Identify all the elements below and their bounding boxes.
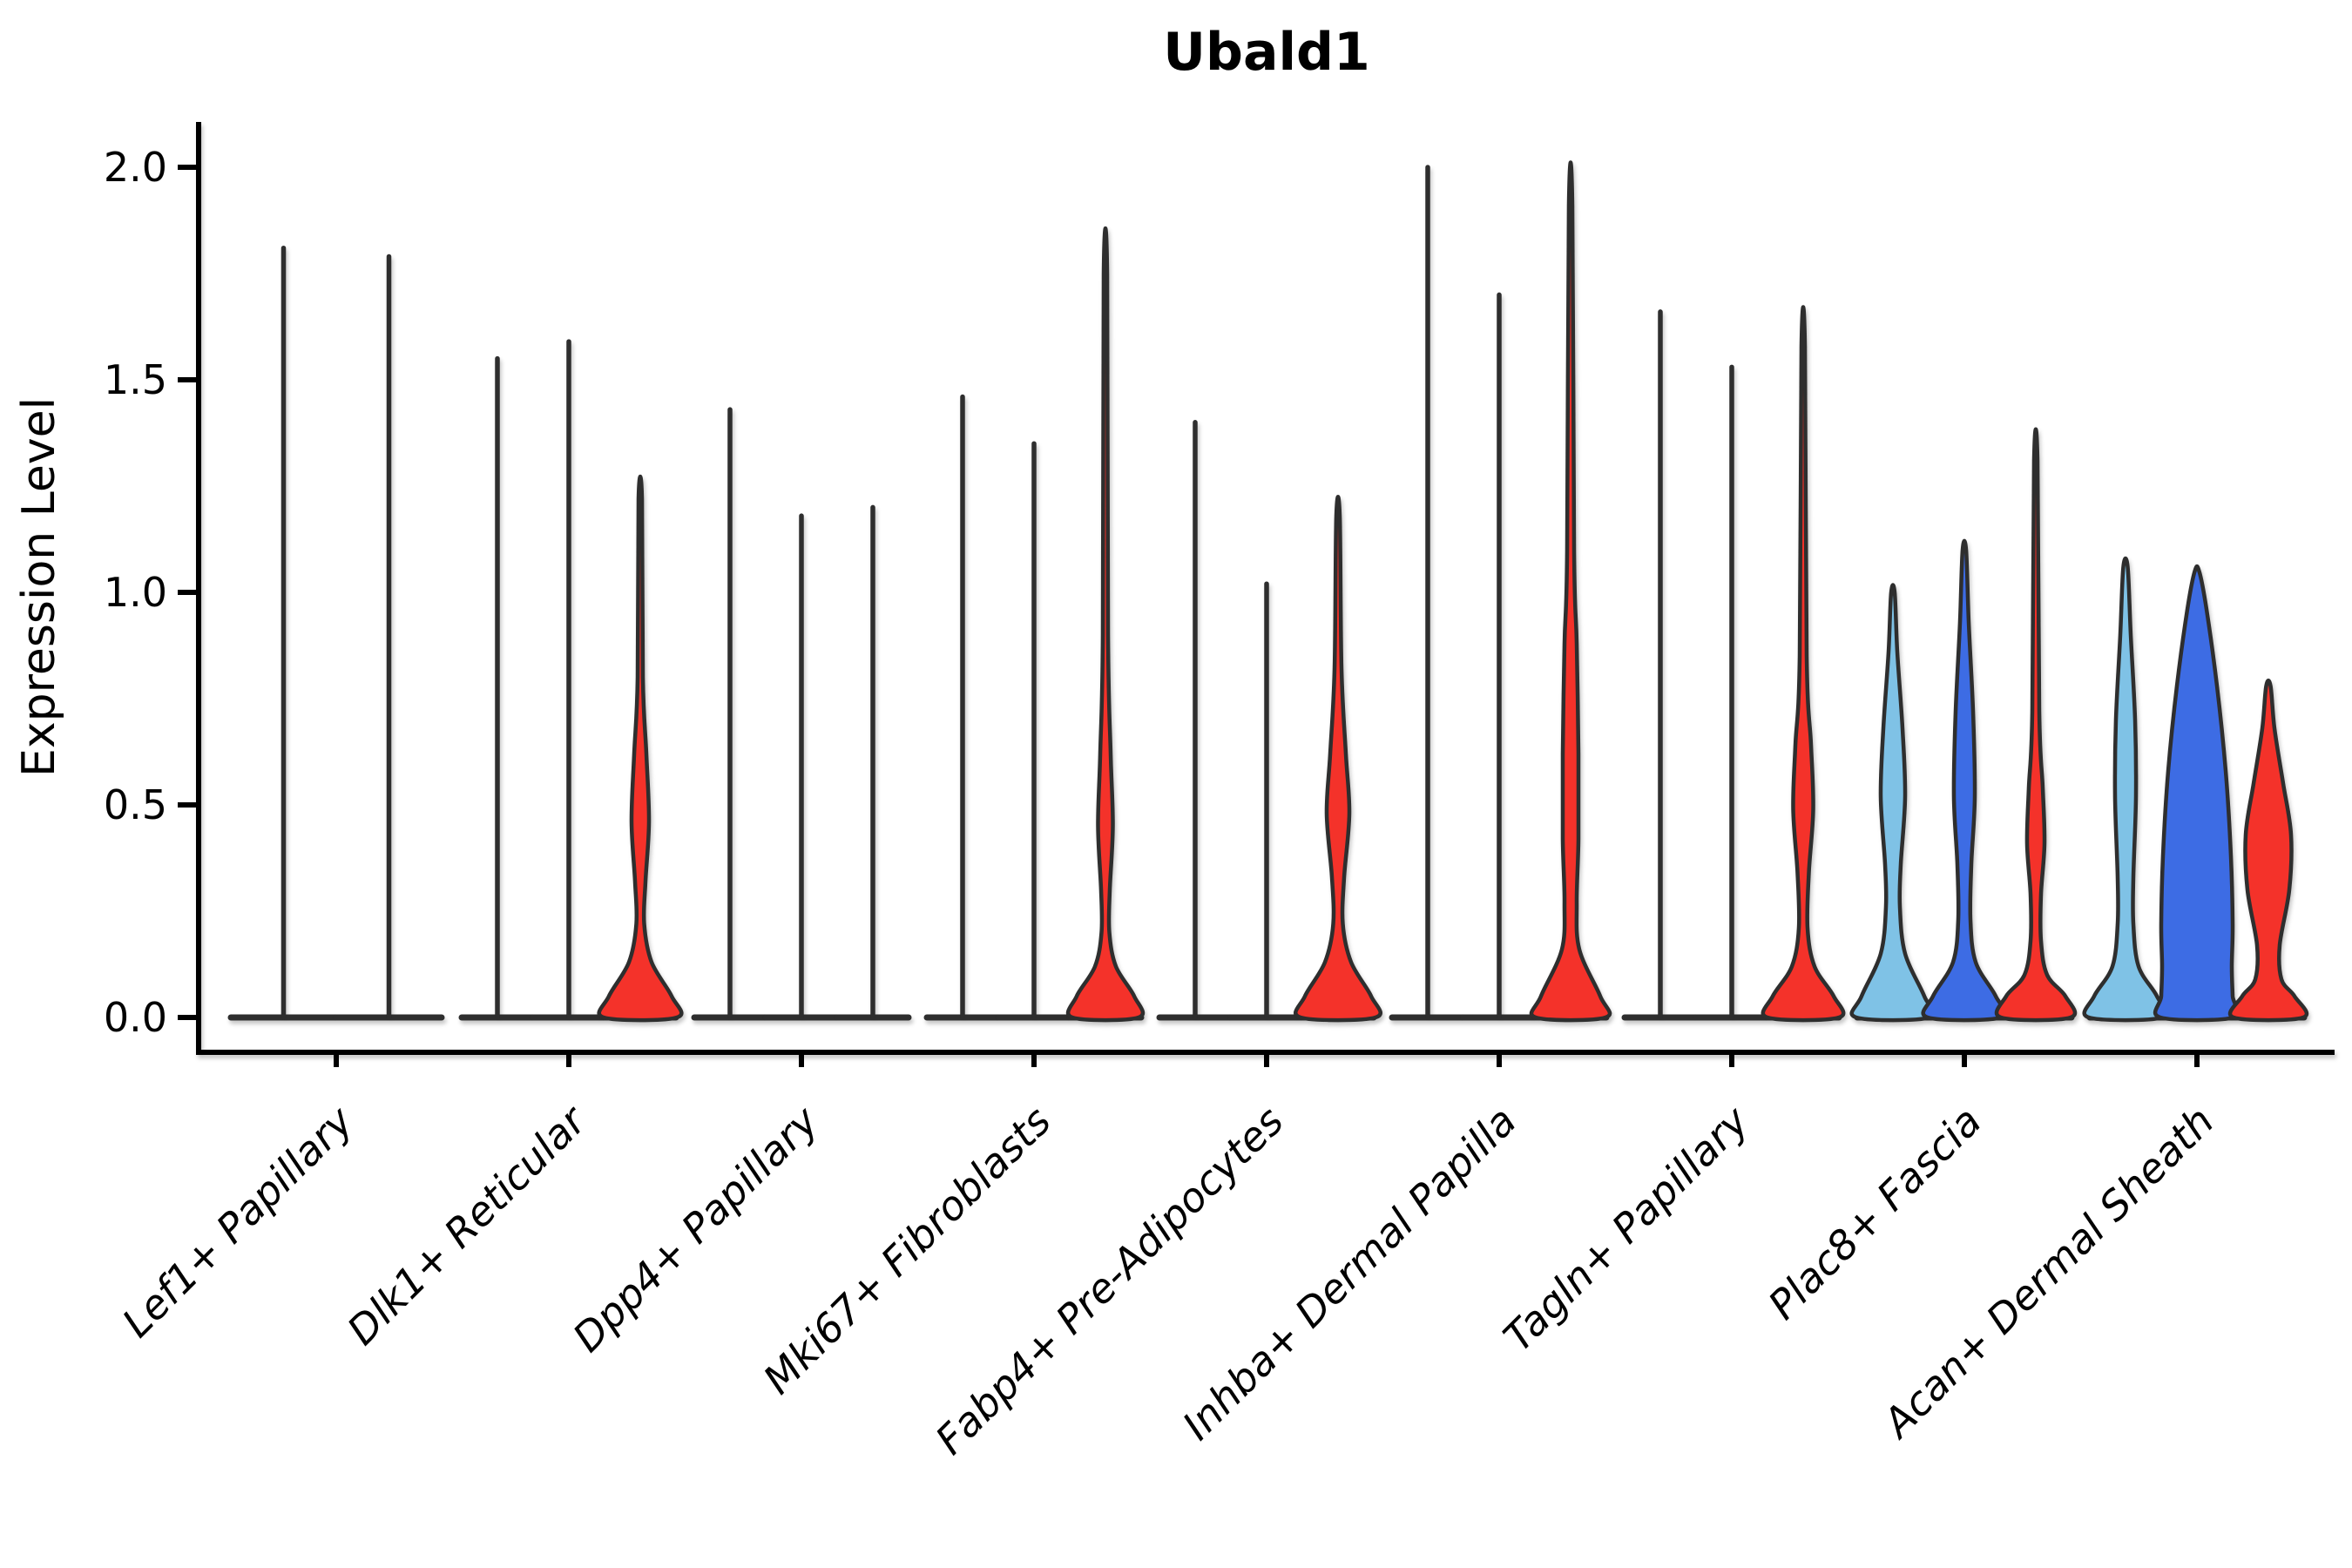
y-tick-label: 2.0 xyxy=(104,144,167,191)
y-tick-group: 0.0 0.5 1.0 1.5 2.0 xyxy=(104,144,199,1041)
y-tick-label: 0.5 xyxy=(104,781,167,828)
y-tick-label: 1.0 xyxy=(104,569,167,616)
violin-lightblue-9-1 xyxy=(2082,556,2169,1023)
violin-red-9-3 xyxy=(2227,679,2309,1023)
y-tick-label: 0.0 xyxy=(104,994,167,1041)
violin-red-8-3 xyxy=(1994,427,2078,1023)
violin-darkblue-8-2 xyxy=(1921,538,2008,1023)
y-tick-label: 1.5 xyxy=(104,356,167,403)
violin-red-7-3 xyxy=(1761,305,1846,1023)
violin-red-4-3 xyxy=(1065,226,1146,1023)
plot-title: Ubald1 xyxy=(1163,22,1369,83)
violin-darkblue-9-2 xyxy=(2153,564,2241,1023)
violin-red-5-3 xyxy=(1294,494,1382,1023)
violin-lightblue-8-1 xyxy=(1849,583,1936,1023)
y-axis-label: Expression Level xyxy=(13,397,65,777)
violin-group xyxy=(227,160,2309,1023)
violin-red-2-3 xyxy=(597,475,684,1023)
violin-red-6-3 xyxy=(1529,160,1612,1023)
